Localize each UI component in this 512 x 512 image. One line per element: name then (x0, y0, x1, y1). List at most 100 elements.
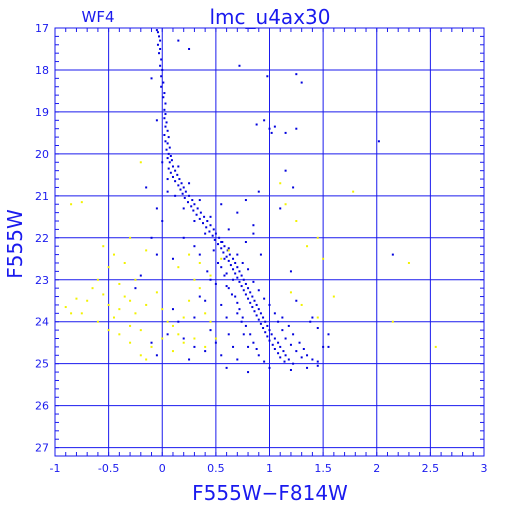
yellow-point (188, 299, 191, 302)
blue-point (198, 295, 201, 298)
blue-point (156, 31, 159, 34)
yellow-point (306, 245, 309, 248)
y-axis-label: F555W (3, 209, 27, 279)
blue-point (234, 272, 237, 275)
blue-point (225, 255, 228, 258)
blue-point (177, 39, 180, 42)
blue-point (298, 341, 301, 344)
blue-point (238, 64, 241, 67)
blue-point (230, 293, 233, 296)
blue-point (162, 96, 165, 99)
blue-point (217, 243, 220, 246)
blue-point (158, 52, 161, 55)
y-tick-label: 18 (35, 64, 49, 77)
blue-point (163, 108, 166, 111)
blue-point (238, 280, 241, 283)
blue-point (242, 333, 245, 336)
blue-point (227, 259, 230, 262)
yellow-point (64, 306, 67, 309)
blue-point (214, 232, 217, 235)
yellow-point (391, 320, 394, 323)
blue-point (241, 316, 244, 319)
yellow-point (166, 320, 169, 323)
yellow-point (316, 236, 319, 239)
yellow-point (204, 345, 207, 348)
x-tick-label: 2 (373, 462, 380, 475)
blue-point (193, 245, 196, 248)
blue-point (241, 261, 244, 264)
blue-point (139, 274, 142, 277)
y-tick-label: 19 (35, 106, 49, 119)
yellow-point (188, 253, 191, 256)
blue-point (160, 58, 163, 61)
y-tick-label: 21 (35, 190, 49, 203)
blue-point (177, 320, 180, 323)
blue-point (277, 352, 280, 355)
blue-point (174, 180, 177, 183)
blue-point (268, 329, 271, 332)
yellow-point (182, 341, 185, 344)
yellow-point (352, 190, 355, 193)
blue-point (264, 331, 267, 334)
blue-point (183, 196, 186, 199)
yellow-point (171, 324, 174, 327)
blue-point (257, 289, 260, 292)
yellow-point (118, 308, 121, 311)
blue-point (161, 68, 164, 71)
blue-point (226, 249, 229, 252)
blue-point (155, 253, 158, 256)
blue-point (214, 282, 217, 285)
blue-point (249, 291, 252, 294)
blue-point (220, 354, 223, 357)
blue-point (244, 282, 247, 285)
yellow-point (182, 316, 185, 319)
x-tick-label: 2.5 (422, 462, 440, 475)
blue-point (174, 194, 177, 197)
y-tick-label: 23 (35, 274, 49, 287)
yellow-point (134, 312, 137, 315)
blue-point (171, 308, 174, 311)
blue-point (236, 358, 239, 361)
blue-point (188, 194, 191, 197)
blue-point (209, 224, 212, 227)
blue-point (159, 47, 162, 50)
blue-point (266, 324, 269, 327)
blue-point (166, 142, 169, 145)
blue-point (268, 127, 271, 130)
blue-point (202, 222, 205, 225)
blue-point (179, 188, 182, 191)
blue-point (327, 345, 330, 348)
yellow-point (123, 261, 126, 264)
yellow-point (139, 329, 142, 332)
blue-point (208, 230, 211, 233)
blue-point (184, 190, 187, 193)
yellow-point (112, 316, 115, 319)
blue-point (223, 245, 226, 248)
blue-point (182, 207, 185, 210)
blue-point (225, 366, 228, 369)
blue-point (292, 333, 295, 336)
blue-point (240, 274, 243, 277)
blue-point (206, 220, 209, 223)
blue-point (236, 276, 239, 279)
blue-point (177, 165, 180, 168)
blue-point (163, 117, 166, 120)
blue-point (206, 270, 209, 273)
yellow-point (279, 182, 282, 185)
blue-point (188, 358, 191, 361)
y-tick-label: 24 (35, 316, 49, 329)
blue-point (181, 192, 184, 195)
blue-point (257, 190, 260, 193)
blue-point (289, 270, 292, 273)
blue-point (391, 253, 394, 256)
yellow-point (295, 220, 298, 223)
blue-point (316, 364, 319, 367)
blue-point (262, 327, 265, 330)
blue-point (196, 207, 199, 210)
blue-point (279, 345, 282, 348)
yellow-point (161, 337, 164, 340)
blue-point (176, 173, 179, 176)
blue-point (220, 303, 223, 306)
yellow-point (70, 312, 73, 315)
blue-point (227, 287, 230, 290)
